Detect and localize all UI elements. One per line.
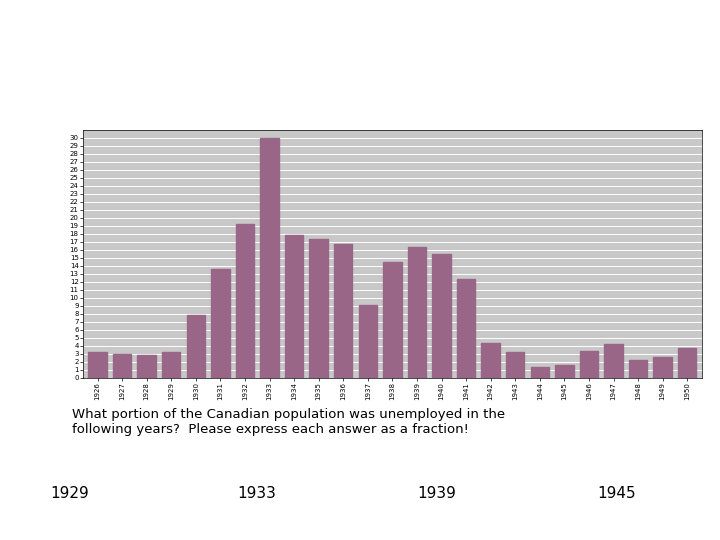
Text: 1929: 1929 (50, 486, 89, 501)
Bar (408, 247, 426, 378)
Bar (285, 234, 303, 378)
Bar (482, 343, 500, 378)
Bar (186, 315, 205, 378)
Text: Unemployment in Canada: Unemployment in Canada (28, 29, 392, 53)
Bar (580, 351, 598, 378)
Bar (334, 244, 353, 378)
Bar (113, 354, 131, 378)
Bar (555, 365, 574, 378)
Bar (310, 239, 328, 378)
Bar (604, 343, 623, 378)
Bar (89, 353, 107, 378)
Bar (457, 279, 475, 378)
Text: 1939: 1939 (418, 486, 456, 501)
Bar (678, 348, 696, 378)
Text: 1926-1950: 1926-1950 (28, 77, 178, 100)
Bar (654, 357, 672, 378)
Bar (359, 305, 377, 378)
Text: 1933: 1933 (238, 486, 276, 501)
Text: What portion of the Canadian population was unemployed in the
following years?  : What portion of the Canadian population … (72, 408, 505, 436)
Bar (383, 262, 402, 378)
Bar (261, 138, 279, 378)
Bar (432, 254, 451, 378)
Text: 1945: 1945 (598, 486, 636, 501)
Bar (235, 224, 254, 378)
Bar (506, 353, 524, 378)
Bar (138, 355, 156, 378)
Bar (162, 353, 181, 378)
Bar (629, 360, 647, 378)
Bar (531, 367, 549, 378)
Bar (211, 269, 230, 378)
